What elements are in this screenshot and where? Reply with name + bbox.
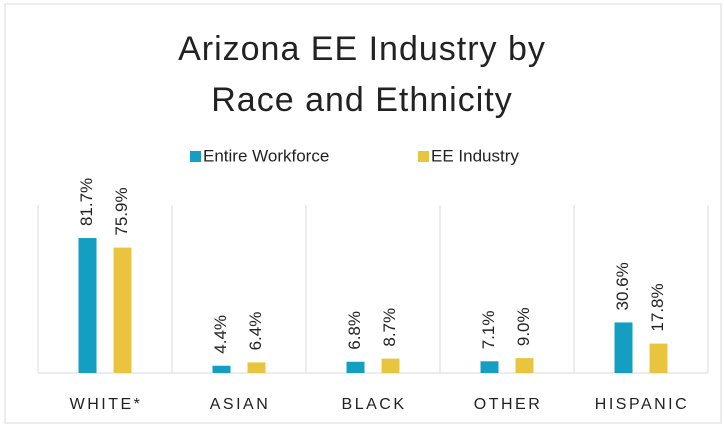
bar: [614, 322, 633, 373]
legend-swatch: [190, 151, 201, 162]
value-label: 7.1%: [479, 311, 498, 350]
legend-swatch: [418, 151, 429, 162]
value-label: 30.6%: [613, 262, 632, 310]
value-label: 81.7%: [77, 178, 96, 226]
bar: [113, 247, 132, 373]
bar: [212, 365, 231, 373]
legend-label: EE Industry: [431, 146, 519, 165]
bar: [381, 358, 400, 373]
value-label: 4.4%: [211, 315, 230, 354]
chart-title: Arizona EE Industry by Race and Ethnicit…: [178, 30, 546, 119]
x-tick-label: BLACK: [342, 396, 407, 413]
value-label: 6.8%: [345, 311, 364, 350]
bar: [247, 362, 266, 373]
bar: [346, 361, 365, 373]
legend-label: Entire Workforce: [203, 146, 329, 165]
value-label: 17.8%: [648, 283, 667, 331]
bar: [480, 361, 499, 373]
value-label: 8.7%: [380, 308, 399, 347]
bar: [515, 358, 534, 373]
x-tick-label: WHITE*: [70, 396, 143, 413]
value-label: 6.4%: [246, 312, 265, 351]
x-tick-label: ASIAN: [210, 396, 271, 413]
value-label: 75.9%: [112, 187, 131, 235]
bar: [649, 343, 668, 373]
bar: [78, 238, 97, 373]
x-tick-label: HISPANIC: [595, 396, 689, 413]
value-label: 9.0%: [514, 307, 533, 346]
x-tick-label: OTHER: [474, 396, 543, 413]
